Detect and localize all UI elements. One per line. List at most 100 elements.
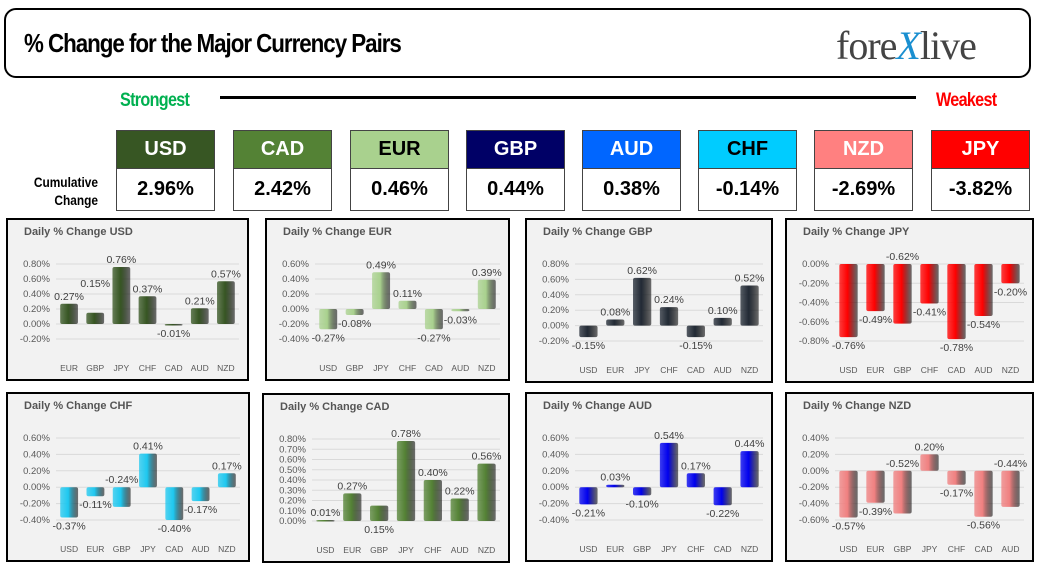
data-label: 0.52% — [735, 273, 765, 285]
y-tick-label: 0.40% — [279, 475, 306, 486]
bar-nzd — [217, 281, 235, 324]
data-label: 0.24% — [654, 294, 684, 306]
bar-gbp — [370, 505, 389, 521]
currency-code: NZD — [815, 131, 912, 169]
y-tick-label: 0.70% — [279, 444, 306, 455]
x-tick-label: AUD — [191, 363, 209, 373]
bar-chf — [659, 307, 679, 326]
currency-box-eur: EUR 0.46% — [350, 130, 449, 211]
y-tick-label: 0.60% — [282, 259, 309, 270]
x-tick-label: NZD — [218, 544, 235, 554]
y-tick-label: -0.20% — [279, 319, 310, 330]
chart-svg: -0.20% 0.00% 0.20% 0.40% 0.60% 0.80% EUR GBP JPY… — [20, 254, 241, 373]
data-label: -0.03% — [444, 314, 477, 326]
x-tick-label: CHF — [948, 544, 965, 554]
currency-code: EUR — [351, 131, 448, 169]
x-tick-label: CHF — [399, 363, 416, 373]
x-tick-label: NZD — [478, 545, 495, 555]
title-box: % Change for the Major Currency Pairs fo… — [4, 8, 1031, 78]
y-tick-label: 0.80% — [23, 259, 50, 270]
data-label: -0.54% — [967, 319, 1000, 331]
bar-aud — [450, 498, 469, 521]
bar-gbp — [633, 487, 652, 496]
bar-chf — [947, 470, 966, 485]
y-tick-label: 0.00% — [542, 321, 569, 332]
x-tick-label: NZD — [741, 365, 758, 375]
weakest-label: Weakest — [936, 90, 997, 111]
y-tick-label: 0.20% — [802, 449, 829, 460]
data-label: 0.01% — [311, 507, 341, 519]
data-label: -0.57% — [832, 521, 865, 533]
y-tick-label: 0.60% — [542, 433, 569, 444]
y-tick-label: -0.60% — [799, 515, 830, 526]
cumulative-label-line2: Change — [54, 192, 98, 208]
bar-nzd — [217, 473, 236, 488]
chart-panel-1: Daily % Change EUR -0.40% -0.20% 0.00% 0.20%… — [265, 218, 510, 381]
data-label: -0.44% — [994, 458, 1027, 470]
bar-jpy — [112, 267, 131, 324]
x-tick-label: JPY — [114, 363, 130, 373]
bar-gbp — [112, 487, 131, 507]
y-tick-label: 0.20% — [279, 496, 306, 507]
data-label: 0.03% — [600, 472, 630, 484]
cumulative-value: -2.69% — [831, 178, 896, 200]
x-tick-label: AUD — [975, 365, 993, 375]
y-tick-label: -0.40% — [20, 515, 51, 526]
y-tick-label: -0.40% — [279, 334, 310, 345]
y-tick-label: -0.20% — [799, 482, 830, 493]
chart-title: Daily % Change AUD — [543, 400, 653, 412]
y-tick-label: -0.20% — [20, 499, 51, 510]
bar-eur — [60, 303, 78, 324]
y-tick-label: -0.20% — [20, 334, 51, 345]
bar-nzd — [477, 463, 496, 521]
bar-usd — [319, 309, 338, 330]
bar-eur — [86, 487, 105, 497]
y-tick-label: -0.60% — [799, 317, 830, 328]
x-tick-label: GBP — [633, 544, 651, 554]
bar-gbp — [893, 470, 912, 514]
y-tick-label: 0.40% — [542, 290, 569, 301]
bar-eur — [866, 264, 885, 312]
bar-eur — [606, 484, 625, 488]
chart-panel-6: Daily % Change AUD -0.40% -0.20% 0.00% 0.20%… — [525, 392, 773, 562]
y-tick-label: -0.20% — [539, 336, 570, 347]
x-tick-label: EUR — [60, 363, 78, 373]
y-tick-label: 0.00% — [23, 482, 50, 493]
cumulative-value: -3.82% — [948, 178, 1013, 200]
x-tick-label: JPY — [373, 363, 389, 373]
data-label: 0.17% — [681, 460, 711, 472]
chart-title: Daily % Change CAD — [280, 401, 390, 413]
bar-eur — [606, 319, 625, 326]
data-label: -0.21% — [572, 507, 605, 519]
y-tick-label: 0.00% — [23, 319, 50, 330]
currency-box-jpy: JPY -3.82% — [931, 130, 1030, 211]
x-tick-label: GBP — [894, 365, 912, 375]
y-tick-label: -0.20% — [799, 278, 830, 289]
x-tick-label: CAD — [165, 363, 183, 373]
bar-cad — [165, 487, 184, 520]
data-label: -0.17% — [184, 504, 217, 516]
data-label: -0.40% — [158, 523, 191, 535]
x-tick-label: NZD — [741, 544, 758, 554]
x-tick-label: AUD — [714, 365, 732, 375]
bar-aud — [974, 264, 993, 316]
strength-scale-line — [220, 96, 916, 99]
data-label: 0.15% — [364, 524, 394, 536]
data-label: -0.37% — [53, 521, 86, 533]
y-tick-label: 0.30% — [279, 485, 306, 496]
data-label: 0.78% — [391, 428, 421, 440]
bar-aud — [1001, 470, 1020, 507]
chart-panel-5: Daily % Change CAD 0.00% 0.10% 0.20% 0.30% 0.… — [262, 393, 510, 563]
data-label: -0.49% — [859, 314, 892, 326]
x-tick-label: CAD — [687, 365, 705, 375]
bar-usd — [839, 470, 858, 518]
chart-panel-0: Daily % Change USD -0.20% 0.00% 0.20% 0.40% 0… — [6, 218, 249, 381]
x-tick-label: USD — [840, 544, 858, 554]
data-label: -0.62% — [886, 251, 919, 263]
bar-usd — [579, 325, 598, 338]
currency-code: CHF — [699, 131, 796, 169]
chart-panel-3: Daily % Change JPY -0.80% -0.60% -0.40% -0.2… — [785, 218, 1034, 383]
y-tick-label: 0.40% — [542, 449, 569, 460]
bar-jpy — [633, 277, 652, 326]
bar-cad — [947, 264, 966, 340]
